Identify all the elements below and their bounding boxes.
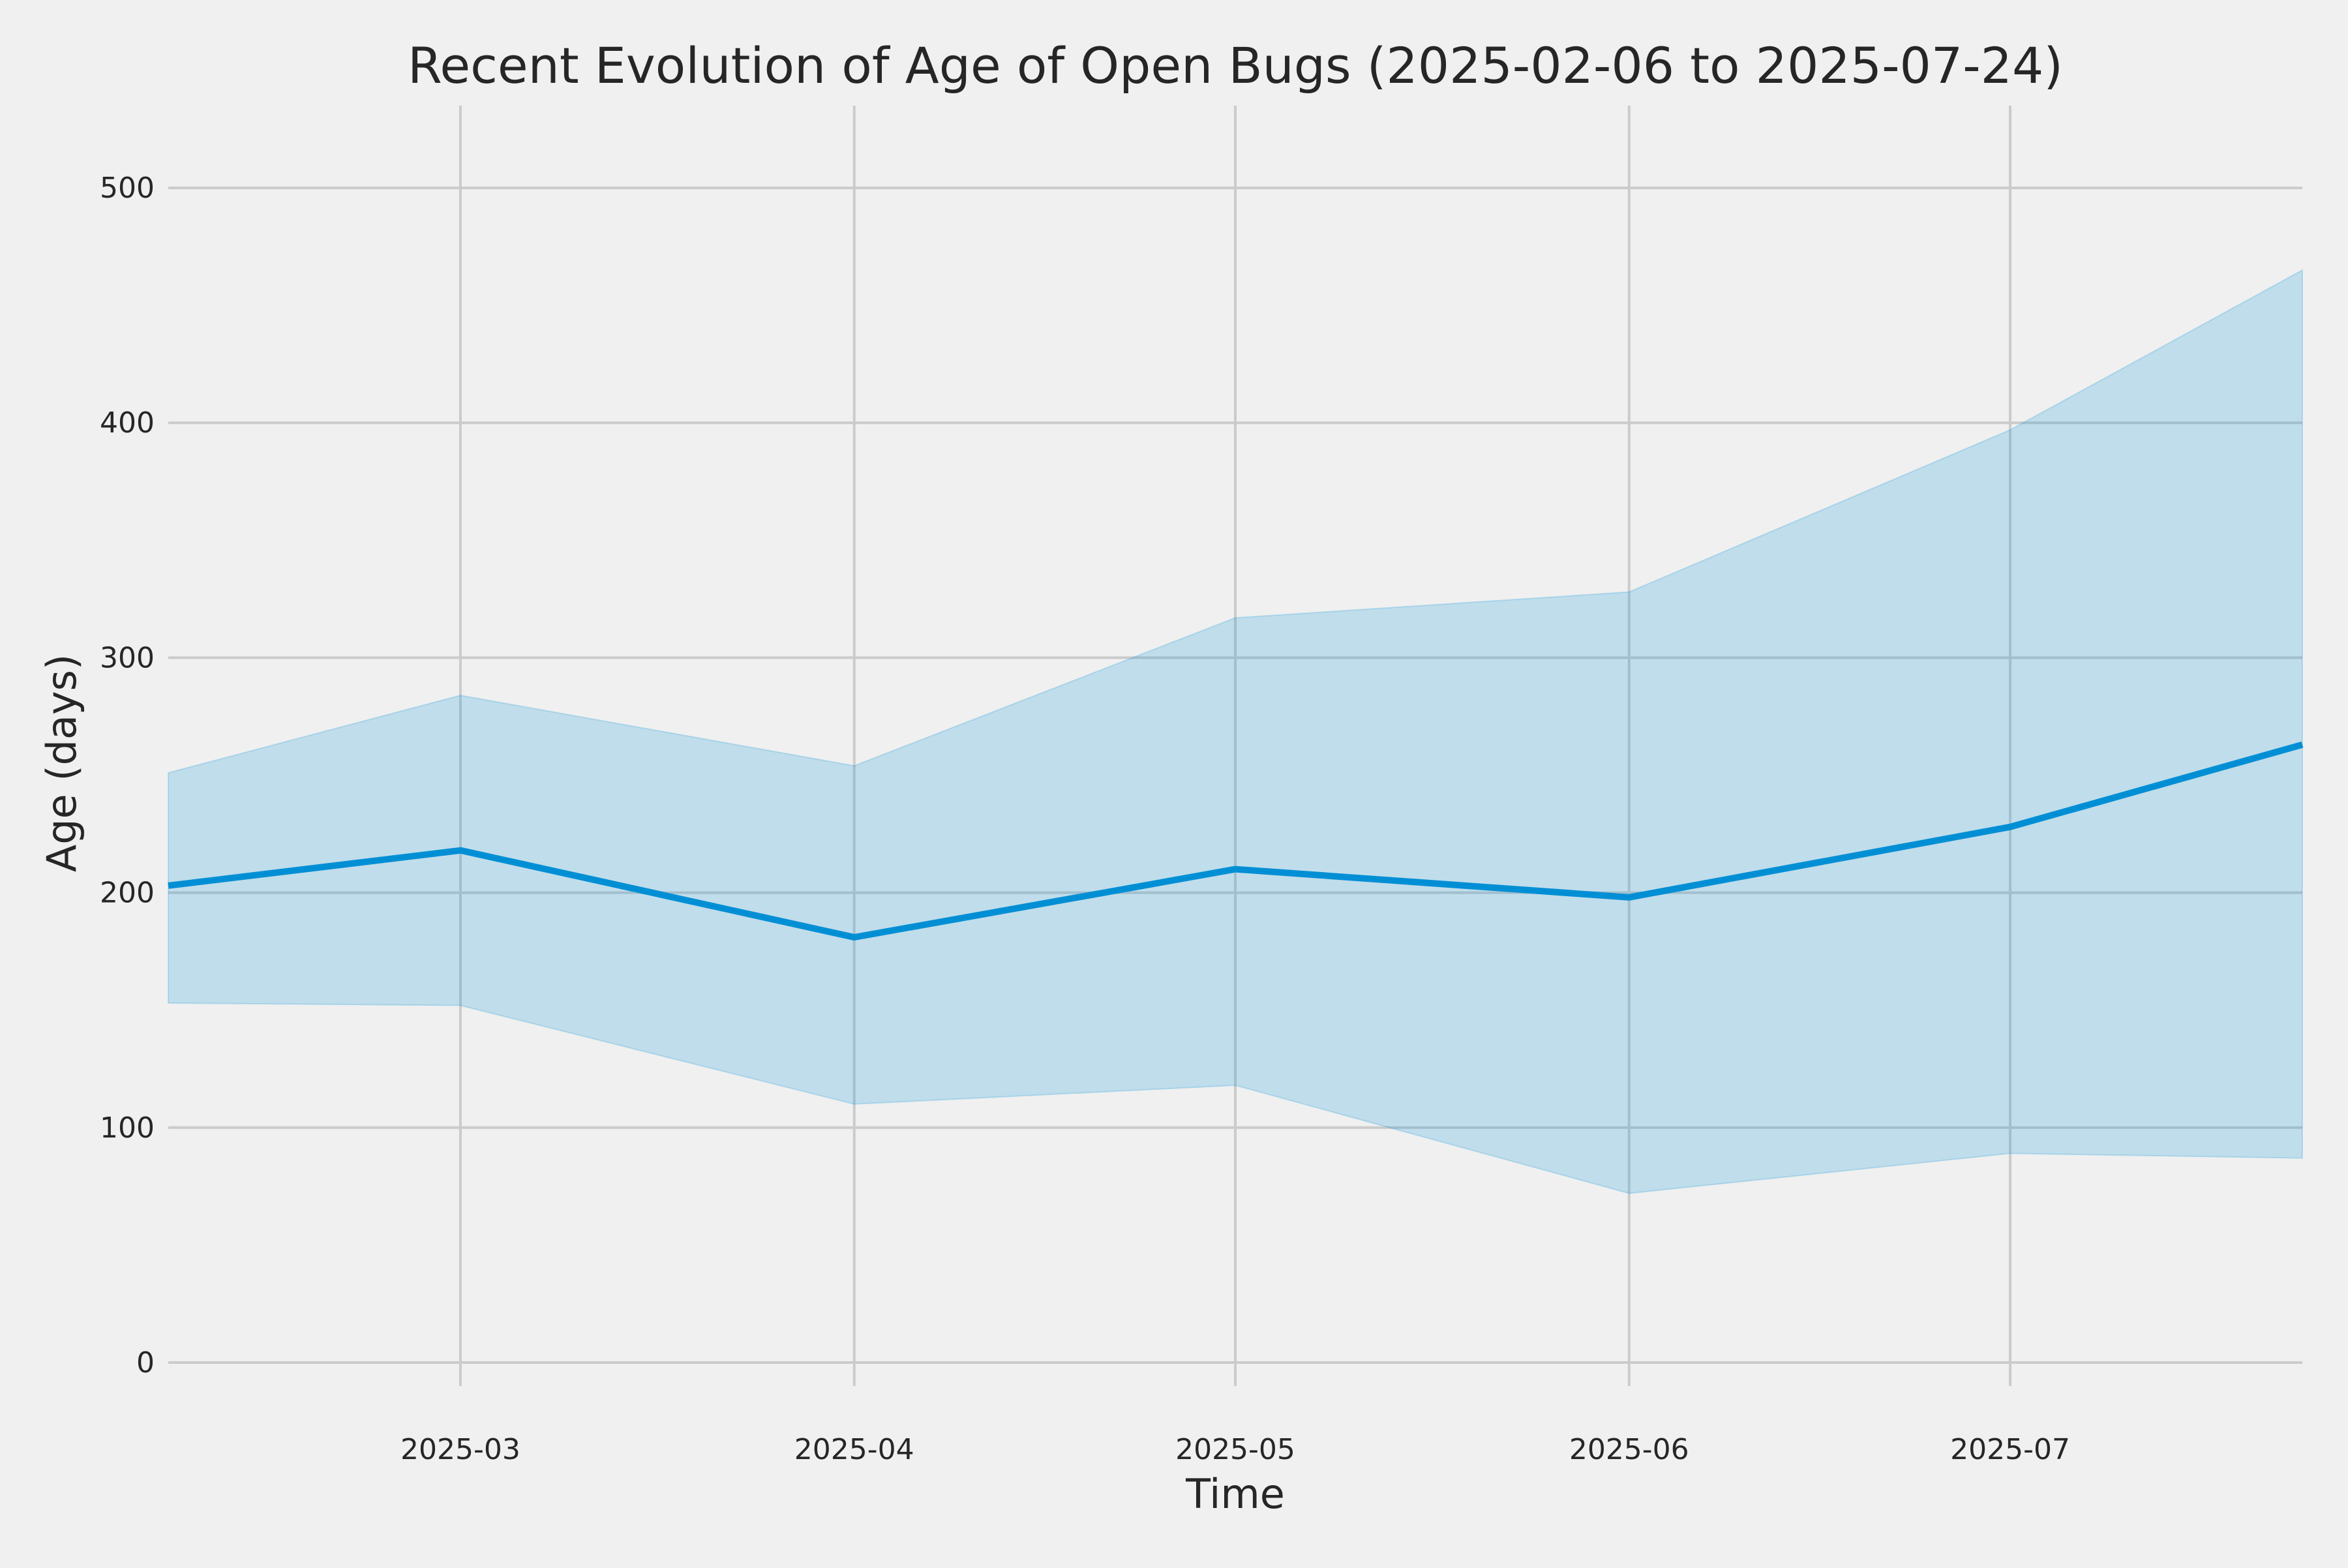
y-tick-label: 100: [100, 1111, 155, 1145]
y-tick-label: 500: [100, 172, 155, 205]
y-tick-label: 0: [136, 1346, 155, 1380]
x-tick-label: 2025-04: [794, 1433, 914, 1466]
chart-title: Recent Evolution of Age of Open Bugs (20…: [408, 37, 2063, 95]
y-tick-label: 200: [100, 877, 155, 910]
x-tick-label: 2025-06: [1569, 1433, 1689, 1466]
y-tick-label: 400: [100, 406, 155, 440]
x-tick-label: 2025-05: [1175, 1433, 1295, 1466]
x-tick-label: 2025-07: [1950, 1433, 2070, 1466]
y-tick-label: 300: [100, 641, 155, 674]
x-axis-label: Time: [1185, 1470, 1285, 1518]
x-tick-label: 2025-03: [400, 1433, 520, 1466]
y-axis-label: Age (days): [38, 654, 85, 872]
